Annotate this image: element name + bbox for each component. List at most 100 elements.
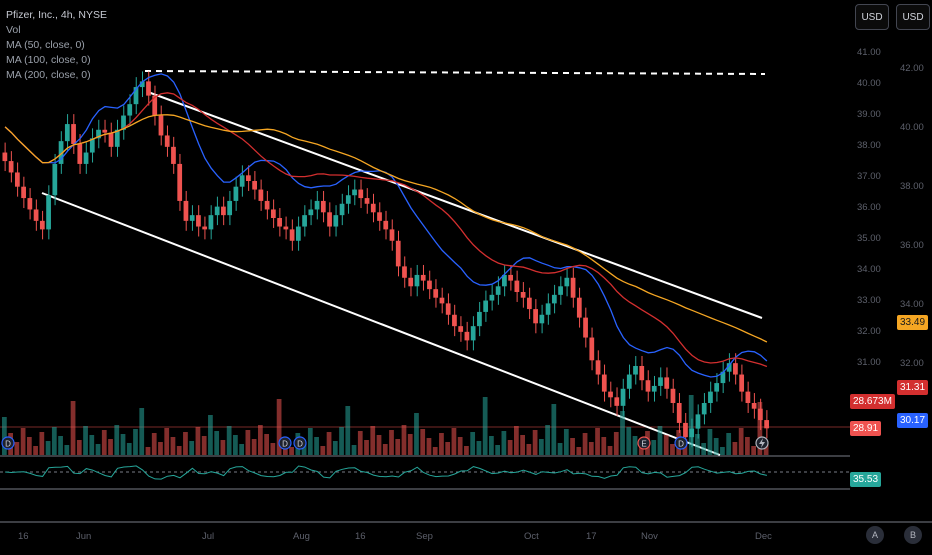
candle-body: [701, 403, 707, 415]
candle-body: [345, 195, 351, 204]
candle-body: [464, 331, 470, 341]
volume-bar: [126, 443, 132, 455]
time-axis-tick: Aug: [293, 531, 310, 542]
candle-body: [96, 129, 101, 139]
volume-bar: [751, 446, 757, 455]
last-price-label: 28.91: [850, 421, 882, 436]
candle-body: [751, 403, 757, 409]
currency-button-left[interactable]: USD: [855, 4, 889, 30]
volume-bar: [526, 444, 532, 455]
volume-bar: [745, 437, 750, 455]
volume-bar: [245, 430, 251, 455]
candle-body: [551, 294, 557, 304]
candle-body: [308, 209, 314, 216]
volume-bar: [307, 428, 313, 455]
candle-body: [658, 377, 663, 386]
candle-body: [620, 388, 626, 406]
volume-bar: [514, 426, 519, 455]
candle-body: [533, 309, 538, 324]
volume-bar: [595, 428, 600, 455]
log-scale-button[interactable]: B: [904, 526, 922, 544]
candle-body: [720, 371, 726, 384]
candle-body: [639, 366, 645, 381]
volume-bar: [401, 425, 407, 455]
volume-bar: [426, 438, 432, 455]
auto-scale-button[interactable]: A: [866, 526, 884, 544]
volume-bar: [495, 445, 501, 455]
candle-body: [483, 300, 489, 312]
candle-body: [626, 374, 632, 389]
candle-body: [489, 294, 495, 301]
volume-bar: [557, 443, 563, 455]
time-axis-tick: Jul: [202, 531, 215, 542]
volume-bar: [357, 431, 363, 455]
volume-bar: [470, 432, 476, 455]
volume-bar: [2, 417, 7, 455]
event-marker-label: D: [297, 440, 303, 449]
volume-bar: [538, 439, 544, 455]
candle-body: [508, 274, 513, 281]
volume-bar: [64, 445, 70, 455]
symbol-title: Pfizer, Inc., 4h, NYSE: [6, 9, 107, 21]
time-axis-tick: Oct: [524, 531, 539, 542]
candle-body: [502, 274, 507, 287]
volume-bar: [83, 426, 88, 455]
price-axis-left-tick: 32.00: [857, 326, 881, 337]
volume-bar: [588, 442, 594, 455]
candle-body: [202, 226, 208, 230]
currency-button-right[interactable]: USD: [896, 4, 930, 30]
channel-lower-line: [41, 192, 721, 456]
candle-body: [576, 297, 582, 318]
price-axis-left-tick: 31.00: [857, 357, 881, 368]
volume-bar: [26, 437, 32, 455]
candle-body: [133, 87, 139, 105]
candle-body: [177, 163, 183, 201]
price-axis-left-tick: 38.00: [857, 140, 881, 151]
candle-body: [183, 200, 189, 221]
volume-bar: [657, 426, 663, 455]
volume-bar: [395, 439, 401, 455]
volume-bar: [688, 395, 694, 455]
volume-bar: [532, 430, 538, 455]
volume-bar: [20, 428, 26, 455]
candle-body: [277, 218, 282, 227]
volume-bar: [339, 427, 344, 455]
candle-body: [358, 189, 364, 199]
price-axis-right-tick: 32.00: [900, 358, 924, 369]
candle-body: [633, 366, 638, 375]
chart-legend: Pfizer, Inc., 4h, NYSE Vol MA (50, close…: [6, 8, 107, 83]
candle-body: [89, 138, 95, 153]
candle-body: [708, 391, 713, 403]
volume-bar: [457, 437, 463, 455]
candle-body: [714, 383, 720, 392]
candle-body: [227, 200, 233, 216]
candle-body: [152, 95, 158, 116]
price-axis-left-tick: 41.00: [857, 47, 881, 58]
volume-bar: [264, 434, 269, 455]
legend-ma200: MA (200, close, 0): [6, 69, 91, 81]
candle-body: [8, 161, 14, 173]
candle-body: [514, 280, 520, 292]
candle-body: [427, 280, 432, 290]
volume-bar: [183, 432, 188, 455]
ma200-price-label: 33.49: [897, 315, 929, 330]
time-axis-tick: Jun: [76, 531, 92, 542]
candle-body: [139, 81, 145, 88]
volume-bar: [620, 411, 625, 455]
candle-body: [389, 229, 395, 241]
volume-bar: [326, 432, 332, 455]
volume-bar: [707, 429, 713, 455]
ma50-price-label: 30.17: [897, 413, 929, 428]
volume-bar: [251, 439, 257, 455]
time-axis-tick: 16: [18, 531, 29, 542]
volume-bar: [663, 435, 669, 455]
candle-body: [339, 203, 345, 216]
volume-bar: [432, 447, 438, 455]
candle-body: [327, 212, 332, 227]
volume-bar: [314, 437, 319, 455]
volume-bar: [39, 432, 45, 455]
volume-bar: [389, 430, 394, 455]
candle-body: [189, 215, 195, 221]
